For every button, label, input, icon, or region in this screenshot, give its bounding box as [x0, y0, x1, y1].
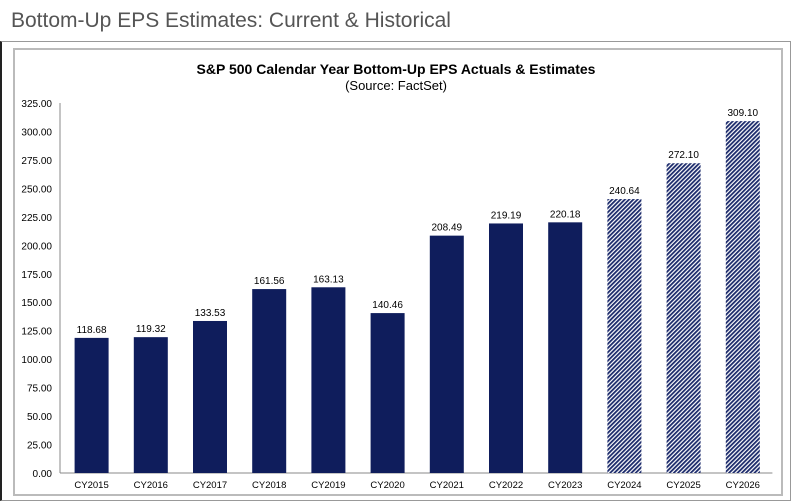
- actual-bar: [548, 222, 583, 473]
- y-tick-label: 150.00: [21, 298, 52, 309]
- x-tick-label: CY2025: [666, 480, 700, 491]
- chart-title: S&P 500 Calendar Year Bottom-Up EPS Actu…: [197, 61, 596, 77]
- x-tick-label: CY2023: [548, 480, 582, 491]
- y-tick-label: 250.00: [21, 184, 52, 195]
- data-label: 140.46: [372, 300, 403, 311]
- y-tick-label: 200.00: [21, 241, 52, 252]
- x-tick-label: CY2016: [134, 480, 168, 491]
- x-tick-label: CY2020: [370, 480, 404, 491]
- data-label: 272.10: [668, 150, 699, 161]
- data-label: 309.10: [728, 108, 759, 119]
- actual-bar: [193, 320, 227, 473]
- page-title: Bottom-Up EPS Estimates: Current & Histo…: [11, 9, 451, 32]
- y-tick-label: 100.00: [21, 355, 52, 366]
- x-tick-label: CY2018: [252, 480, 286, 491]
- x-tick-label: CY2015: [74, 480, 108, 491]
- y-tick-label: 300.00: [21, 127, 52, 138]
- data-label: 240.64: [609, 186, 640, 197]
- actual-bar: [370, 313, 405, 473]
- data-label: 119.32: [136, 324, 166, 335]
- x-tick-label: CY2022: [489, 480, 523, 491]
- actual-bar: [311, 287, 346, 473]
- data-label: 133.53: [195, 308, 226, 319]
- y-tick-label: 50.00: [27, 412, 52, 423]
- actual-bar: [252, 289, 287, 473]
- y-tick-label: 275.00: [21, 156, 52, 167]
- chart-box: [13, 48, 783, 496]
- actual-bar: [429, 235, 464, 473]
- x-tick-label: CY2024: [607, 480, 641, 491]
- data-label: 118.68: [77, 325, 107, 336]
- y-tick-label: 25.00: [27, 441, 52, 452]
- x-tick-label: CY2019: [311, 480, 345, 491]
- data-label: 219.19: [491, 210, 522, 221]
- data-label: 161.56: [254, 276, 285, 287]
- y-tick-label: 0.00: [33, 469, 53, 480]
- actual-bar: [489, 223, 523, 473]
- data-label: 220.18: [550, 209, 581, 220]
- content-frame: [0, 41, 791, 501]
- y-tick-label: 75.00: [27, 384, 52, 395]
- chart-subtitle: (Source: FactSet): [345, 78, 447, 93]
- y-tick-label: 225.00: [21, 213, 52, 224]
- data-label: 208.49: [432, 223, 463, 234]
- y-tick-label: 325.00: [21, 99, 52, 110]
- x-tick-label: CY2026: [726, 480, 760, 491]
- estimate-bar: [607, 199, 642, 473]
- y-tick-label: 125.00: [21, 327, 52, 338]
- data-label: 163.13: [313, 274, 344, 285]
- actual-bar: [74, 337, 109, 473]
- actual-bar: [133, 337, 168, 473]
- estimate-bar: [666, 163, 701, 473]
- estimate-bar: [725, 121, 760, 474]
- x-tick-label: CY2021: [430, 480, 464, 491]
- y-tick-label: 175.00: [21, 270, 52, 281]
- x-tick-label: CY2017: [193, 480, 227, 491]
